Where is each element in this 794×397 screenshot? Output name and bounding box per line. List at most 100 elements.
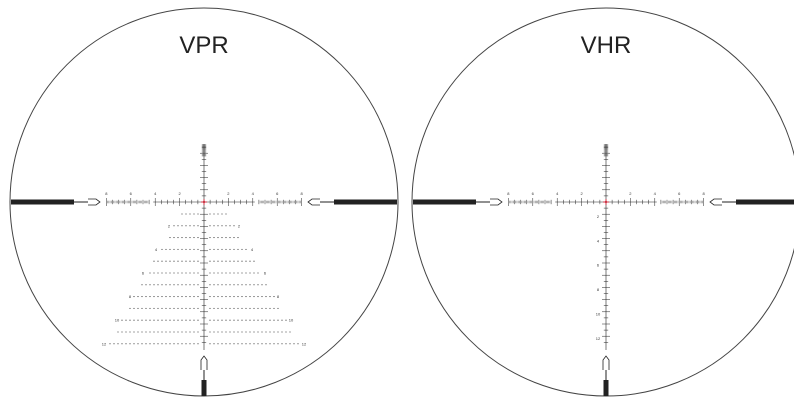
tree-dot (257, 319, 259, 321)
tree-dot (197, 237, 199, 239)
tree-dot (129, 331, 131, 333)
tree-dot (237, 272, 239, 274)
tree-dot (153, 296, 155, 298)
vertical-tick-label: 10 (596, 312, 601, 317)
tree-dot (189, 343, 191, 345)
tree-dot (229, 225, 231, 227)
tree-dot (277, 343, 279, 345)
vertical-tick-label: 8 (597, 287, 600, 292)
tree-dot (161, 272, 163, 274)
tree-dot (233, 272, 235, 274)
tree-dot (245, 319, 247, 321)
tree-dot (153, 272, 155, 274)
tree-dot (141, 319, 143, 321)
tree-dot (237, 343, 239, 345)
tree-row-label-right: 8 (277, 294, 280, 299)
tree-dot (181, 319, 183, 321)
tree-dot (233, 307, 235, 309)
tree-dot (225, 272, 227, 274)
tree-dot (169, 343, 171, 345)
tree-dot (157, 307, 159, 309)
tree-dot (161, 343, 163, 345)
tree-dot (185, 225, 187, 227)
tree-dot (169, 272, 171, 274)
tree-dot (237, 248, 239, 250)
tree-dot (281, 343, 283, 345)
tree-dot (149, 331, 151, 333)
tree-dot (265, 331, 267, 333)
tree-dot (165, 260, 167, 262)
tree-row-label-left: 12 (102, 341, 107, 346)
tree-row-label-left: 10 (115, 318, 120, 323)
horizontal-tick-label: 8 (105, 191, 108, 196)
tree-dot (125, 343, 127, 345)
tree-dot (245, 343, 247, 345)
tree-dot (169, 260, 171, 262)
tree-dot (181, 284, 183, 286)
horizontal-tick-label: 6 (276, 191, 279, 196)
tree-dot (197, 225, 199, 227)
tree-row-label-left: 2 (168, 223, 171, 228)
horizontal-tick-label: 4 (654, 191, 657, 196)
tree-dot (265, 296, 267, 298)
tree-dot (217, 213, 219, 215)
tree-dot (161, 319, 163, 321)
tree-dot (161, 260, 163, 262)
tree-dot (245, 260, 247, 262)
tree-dot (193, 307, 195, 309)
tree-dot (285, 331, 287, 333)
tree-dot (245, 296, 247, 298)
tree-dot (145, 296, 147, 298)
tree-dot (193, 343, 195, 345)
tree-dot (173, 331, 175, 333)
tree-dot (253, 343, 255, 345)
tree-dot (229, 331, 231, 333)
tree-dot (217, 260, 219, 262)
tree-dot (173, 225, 175, 227)
tree-dot (121, 331, 123, 333)
tree-dot (149, 343, 151, 345)
tree-dot (129, 343, 131, 345)
tree-dot (189, 248, 191, 250)
tree-dot (125, 319, 127, 321)
tree-dot (237, 319, 239, 321)
tree-dot (157, 319, 159, 321)
tree-dot (189, 296, 191, 298)
tree-dot (133, 331, 135, 333)
tree-dot (261, 319, 263, 321)
tree-dot (213, 307, 215, 309)
tree-dot (285, 319, 287, 321)
tree-dot (265, 319, 267, 321)
horizontal-tick-label: 4 (252, 191, 255, 196)
right-chevron-tip (307, 198, 320, 206)
tree-dot (257, 343, 259, 345)
tree-dot (225, 237, 227, 239)
tree-dot (153, 319, 155, 321)
tree-dot (197, 296, 199, 298)
tree-dot (217, 272, 219, 274)
tree-dot (213, 225, 215, 227)
tree-dot (189, 331, 191, 333)
tree-dot (157, 272, 159, 274)
tree-dot (113, 343, 115, 345)
left-chevron-tip (490, 198, 503, 206)
tree-dot (265, 284, 267, 286)
horizontal-tick-label: 2 (629, 191, 632, 196)
tree-row-label-left: 8 (129, 294, 132, 299)
tree-dot (261, 284, 263, 286)
tree-row-label-right: 2 (238, 223, 241, 228)
tree-dot (165, 272, 167, 274)
tree-dot (189, 307, 191, 309)
tree-dot (145, 319, 147, 321)
tree-dot (161, 331, 163, 333)
tree-dot (221, 284, 223, 286)
tree-dot (129, 307, 131, 309)
tree-dot (209, 307, 211, 309)
tree-dot (257, 272, 259, 274)
tree-dot (221, 248, 223, 250)
tree-dot (145, 331, 147, 333)
tree-dot (213, 331, 215, 333)
tree-dot (177, 284, 179, 286)
horizontal-tick-label: 6 (130, 191, 133, 196)
tree-dot (253, 319, 255, 321)
